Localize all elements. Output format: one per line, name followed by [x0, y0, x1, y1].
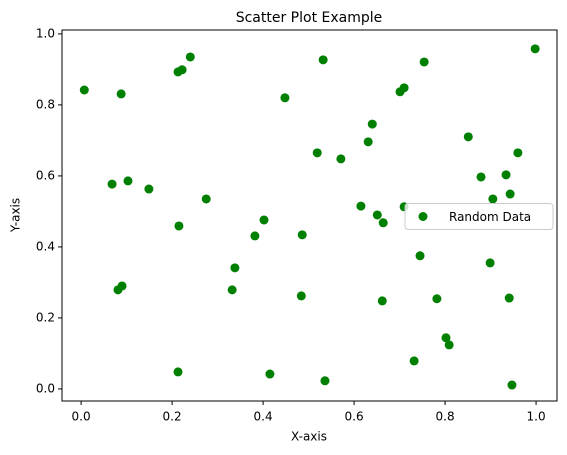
- chart-title: Scatter Plot Example: [236, 10, 383, 26]
- y-tick-label: 0.0: [36, 381, 55, 395]
- point: [372, 210, 382, 220]
- x-tick-label: 0.4: [254, 410, 273, 424]
- point: [296, 291, 306, 301]
- point: [513, 148, 523, 158]
- point: [377, 296, 387, 306]
- y-axis-label: Y-axis: [9, 198, 23, 233]
- point: [185, 52, 195, 62]
- point: [409, 356, 419, 366]
- point: [476, 172, 486, 182]
- point: [259, 215, 269, 225]
- y-tick-label: 0.2: [36, 310, 55, 324]
- point: [367, 119, 377, 129]
- point: [415, 251, 425, 261]
- point: [250, 231, 260, 241]
- point: [504, 293, 514, 303]
- point: [79, 85, 89, 95]
- point: [336, 154, 346, 164]
- point: [320, 376, 330, 386]
- point: [488, 194, 498, 204]
- y-tick-label: 1.0: [36, 26, 55, 40]
- point: [280, 93, 290, 103]
- point: [432, 294, 442, 304]
- y-tick-label: 0.8: [36, 97, 55, 111]
- x-tick-label: 0.8: [436, 410, 455, 424]
- point: [356, 201, 366, 211]
- point: [485, 258, 495, 268]
- point: [363, 137, 373, 147]
- point: [501, 170, 511, 180]
- x-axis-label: X-axis: [291, 430, 327, 444]
- point: [230, 263, 240, 273]
- point: [505, 189, 515, 199]
- point: [378, 218, 388, 228]
- x-tick-label: 0.2: [163, 410, 182, 424]
- legend: Random Data: [404, 203, 554, 230]
- point: [177, 65, 187, 75]
- y-tick-label: 0.4: [36, 239, 55, 253]
- legend-box: [404, 203, 554, 230]
- point: [174, 221, 184, 231]
- point: [113, 285, 123, 295]
- point: [441, 333, 451, 343]
- point: [201, 194, 211, 204]
- point: [265, 369, 275, 379]
- point: [116, 89, 126, 99]
- x-tick-label: 1.0: [527, 410, 546, 424]
- plot-frame: [61, 29, 558, 402]
- legend-label: Random Data: [449, 210, 531, 224]
- y-tick-label: 0.6: [36, 168, 55, 182]
- point: [507, 380, 517, 390]
- point: [107, 179, 117, 189]
- x-tick-label: 0.6: [345, 410, 364, 424]
- point: [463, 132, 473, 142]
- point: [297, 230, 307, 240]
- point: [173, 367, 183, 377]
- point: [419, 57, 429, 67]
- point: [123, 176, 133, 186]
- point: [318, 55, 328, 65]
- point: [444, 340, 454, 350]
- legend-marker: [418, 212, 428, 221]
- point: [395, 87, 405, 97]
- x-tick-label: 0.0: [72, 410, 91, 424]
- point: [312, 148, 322, 158]
- point: [227, 285, 237, 295]
- point: [144, 184, 154, 194]
- point: [530, 44, 540, 54]
